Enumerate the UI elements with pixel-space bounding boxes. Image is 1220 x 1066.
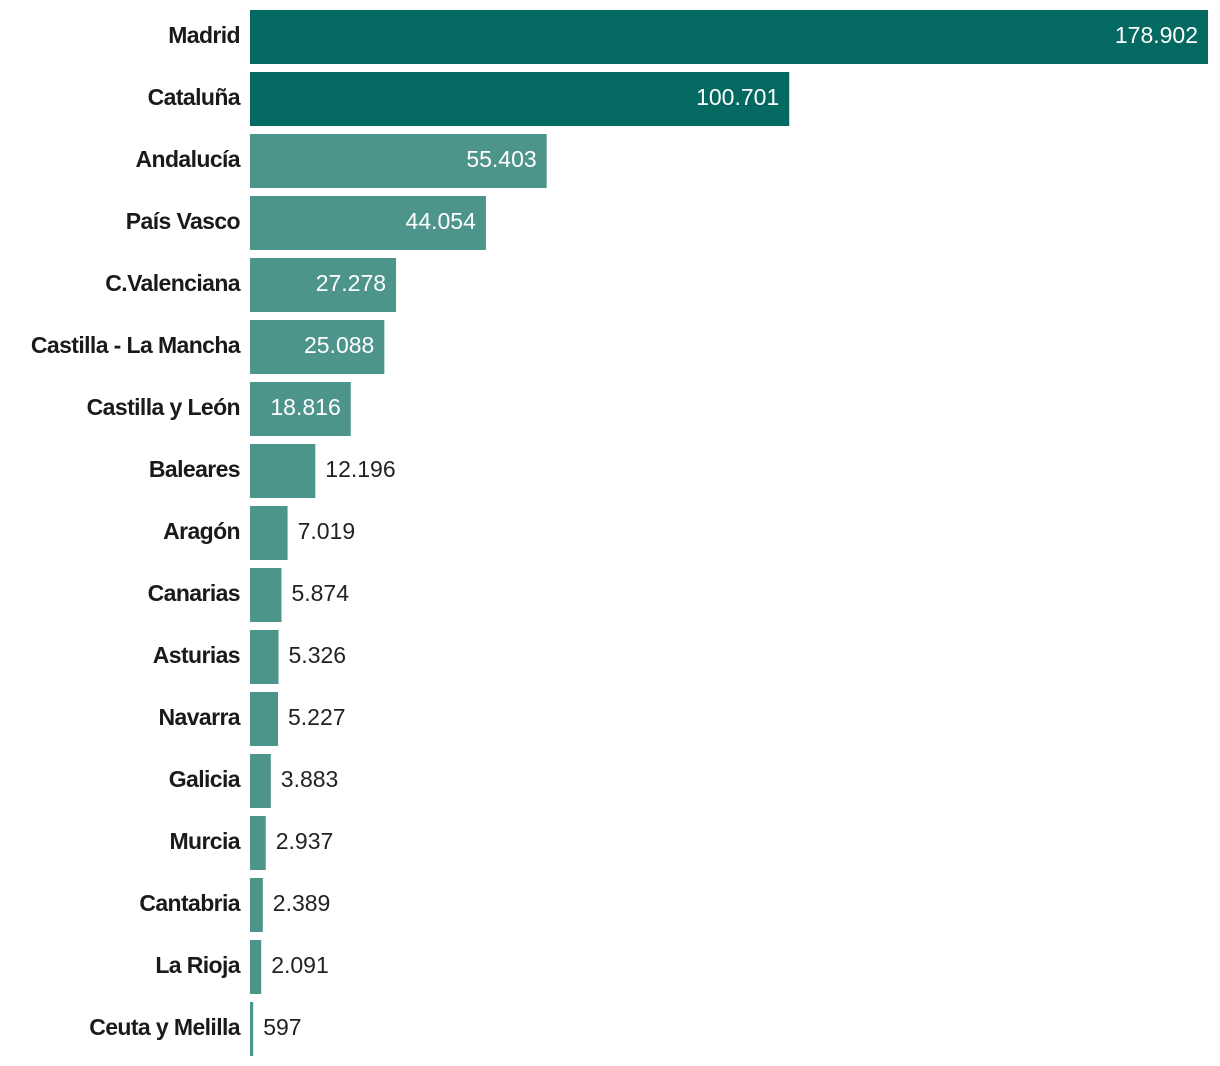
category-label: Cataluña [148,84,241,110]
category-label: Asturias [153,642,240,668]
bar [250,72,790,126]
data-label: 25.088 [304,332,374,358]
value-labels-group: 178.902 100.701 55.403 44.054 27.278 25.088 18… [263,22,1198,1040]
data-label: 18.816 [270,394,340,420]
category-label: C.Valenciana [105,270,241,296]
bar [250,1002,254,1056]
data-label: 2.937 [276,828,334,854]
data-label: 597 [263,1014,301,1040]
bar [250,10,1208,64]
category-label: Cantabria [139,890,240,916]
bar [250,134,547,188]
category-label: Andalucía [135,146,240,172]
bar [250,754,271,808]
category-labels-group: Madrid Cataluña Andalucía País Vasco C.Valen… [31,22,242,1040]
bar [250,506,288,560]
bar [250,568,282,622]
category-label: Ceuta y Melilla [89,1014,241,1040]
data-label: 12.196 [325,456,395,482]
bar [250,444,316,498]
bar [250,816,266,870]
data-label: 3.883 [281,766,339,792]
bars-group [250,10,1208,1056]
category-label: Navarra [159,704,241,730]
category-label: Canarias [148,580,240,606]
data-label: 7.019 [298,518,356,544]
bar [250,692,278,746]
data-label: 5.874 [291,580,349,606]
data-label: 5.227 [288,704,346,730]
category-label: Murcia [169,828,240,854]
data-label: 5.326 [289,642,347,668]
data-label: 27.278 [316,270,386,296]
category-label: Baleares [149,456,240,482]
category-label: Galicia [169,766,241,792]
bar [250,940,262,994]
category-label: Castilla - La Mancha [31,332,241,358]
data-label: 178.902 [1115,22,1198,48]
bar [250,382,351,436]
data-label: 44.054 [406,208,477,234]
data-label: 55.403 [466,146,536,172]
data-label: 2.389 [273,890,331,916]
category-label: Castilla y León [87,394,240,420]
bar [250,258,397,312]
category-label: Aragón [163,518,240,544]
bar [250,878,263,932]
category-label: La Rioja [155,952,240,978]
data-label: 2.091 [271,952,329,978]
category-label: País Vasco [126,208,241,234]
bar [250,320,385,374]
bar [250,196,486,250]
category-label: Madrid [168,22,240,48]
bar [250,630,279,684]
data-label: 100.701 [696,84,779,110]
